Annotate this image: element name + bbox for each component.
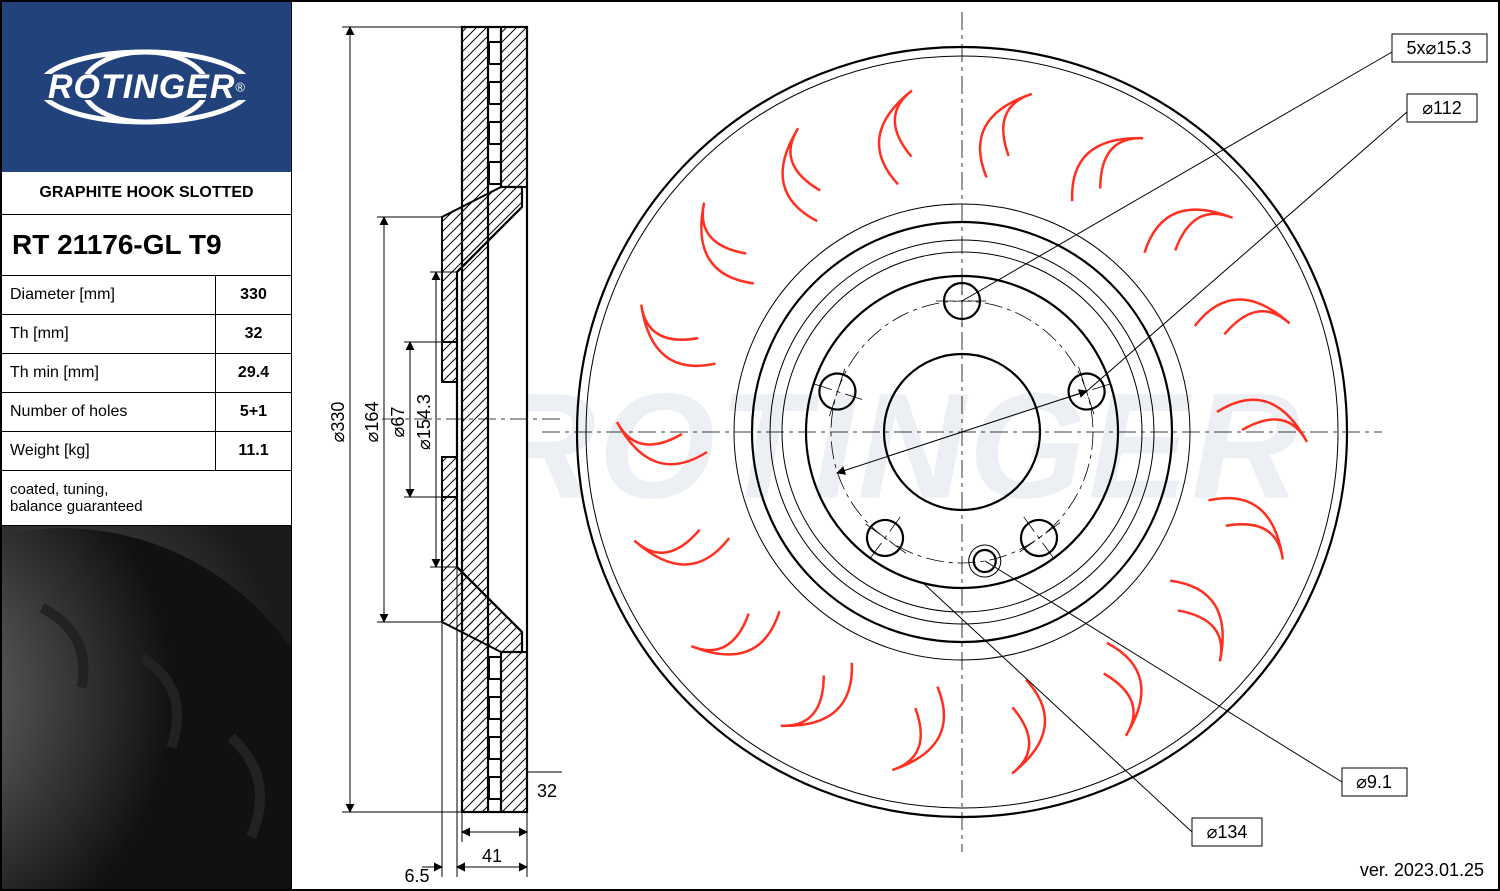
product-subtitle: GRAPHITE HOOK SLOTTED <box>2 172 291 215</box>
dim-flange: 6.5 <box>404 866 429 886</box>
callout-hub: ⌀134 <box>1207 822 1248 842</box>
dim-d330: ⌀330 <box>328 402 348 443</box>
product-photo <box>2 526 291 889</box>
spec-row: Weight [kg] 11.1 <box>2 432 291 471</box>
dim-d164: ⌀164 <box>362 402 382 443</box>
dim-thickness: 32 <box>537 781 557 801</box>
spec-value: 5+1 <box>216 393 291 431</box>
spec-panel: ROTINGER® GRAPHITE HOOK SLOTTED RT 21176… <box>2 2 292 889</box>
spec-value: 29.4 <box>216 354 291 392</box>
drawing-area: ROTINGER <box>292 2 1498 889</box>
spec-label: Weight [kg] <box>2 432 216 470</box>
spec-row: Diameter [mm] 330 <box>2 276 291 315</box>
spec-label: Th [mm] <box>2 315 216 353</box>
spec-row: Th min [mm] 29.4 <box>2 354 291 393</box>
spec-label: Diameter [mm] <box>2 276 216 314</box>
registered-mark: ® <box>235 79 245 94</box>
spec-value: 32 <box>216 315 291 353</box>
brand-name: ROTINGER <box>48 68 235 106</box>
technical-drawing-page: ROTINGER® GRAPHITE HOOK SLOTTED RT 21176… <box>0 0 1500 891</box>
version-label: ver. 2023.01.25 <box>1360 860 1484 881</box>
spec-label: Th min [mm] <box>2 354 216 392</box>
product-notes: coated, tuning, balance guaranteed <box>2 471 291 526</box>
dim-d154: ⌀154.3 <box>414 394 434 450</box>
spec-row: Th [mm] 32 <box>2 315 291 354</box>
spec-label: Number of holes <box>2 393 216 431</box>
dim-depth: 41 <box>482 846 502 866</box>
spec-value: 330 <box>216 276 291 314</box>
callout-pcd: ⌀112 <box>1422 98 1462 118</box>
front-view: 5x⌀15.3 ⌀112 ⌀9.1 ⌀134 <box>542 12 1487 852</box>
brand-logo: ROTINGER® <box>2 2 291 172</box>
spec-value: 11.1 <box>216 432 291 470</box>
section-view: ⌀330 ⌀164 ⌀67 ⌀154.3 32 6.5 41 <box>328 27 562 886</box>
callout-bolts: 5x⌀15.3 <box>1407 38 1472 58</box>
dim-d67: ⌀67 <box>388 407 408 438</box>
part-number: RT 21176-GL T9 <box>2 215 291 276</box>
spec-row: Number of holes 5+1 <box>2 393 291 432</box>
spec-table: Diameter [mm] 330 Th [mm] 32 Th min [mm]… <box>2 276 291 471</box>
callout-locator: ⌀9.1 <box>1356 772 1392 792</box>
engineering-drawing: ⌀330 ⌀164 ⌀67 ⌀154.3 32 6.5 41 <box>292 2 1500 889</box>
